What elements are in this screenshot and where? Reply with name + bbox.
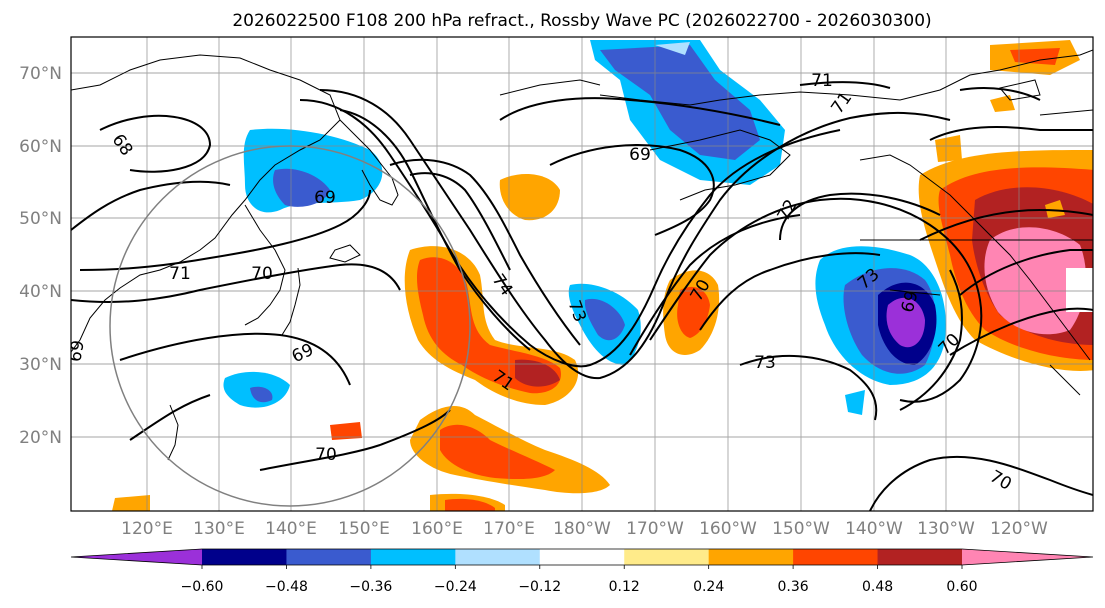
colorbar-tick-label: 0.12 — [609, 579, 640, 595]
colorbar-segment — [286, 549, 372, 565]
colorbar-segment — [202, 549, 287, 565]
reference-circle — [109, 145, 471, 507]
longitude-label: 150°E — [338, 519, 390, 539]
longitude-label: 120°W — [990, 519, 1048, 539]
map-title: 2026022500 F108 200 hPa refract., Rossby… — [232, 11, 931, 31]
colorbar-segment — [708, 549, 794, 565]
latitude-label: 70°N — [19, 64, 62, 84]
refractivity-contours — [71, 81, 1093, 511]
colorbar-segment — [539, 549, 625, 565]
longitude-label: 130°E — [193, 519, 245, 539]
colorbar-segment — [370, 549, 456, 565]
colorbar — [70, 548, 1094, 566]
contour-label: 69 — [65, 339, 88, 364]
colorbar-lower-arrow — [71, 549, 202, 565]
longitude-label: 140°E — [265, 519, 317, 539]
longitude-label: 150°W — [772, 519, 830, 539]
colorbar-tick-label: 0.60 — [946, 579, 977, 595]
colorbar-tick-label: 0.48 — [862, 579, 893, 595]
longitude-label: 160°E — [411, 519, 463, 539]
contour-label: 69 — [314, 188, 336, 208]
latitude-label: 20°N — [19, 428, 62, 448]
contour-label: 70 — [315, 445, 337, 465]
longitude-label: 140°W — [845, 519, 903, 539]
colorbar-tick-label: −0.48 — [265, 579, 308, 595]
colorbar-segment — [624, 549, 710, 565]
contour-label: 71 — [811, 71, 833, 91]
contour-label: 73 — [754, 353, 776, 373]
map-frame — [70, 36, 1094, 512]
contour-label: 70 — [251, 264, 273, 284]
latitude-label: 60°N — [19, 137, 62, 157]
colorbar-tick-label: −0.24 — [434, 579, 477, 595]
latitude-label: 50°N — [19, 209, 62, 229]
contour-label: 69 — [629, 145, 651, 165]
anomaly-shading — [112, 40, 1093, 511]
colorbar-tick-label: −0.36 — [349, 579, 392, 595]
longitude-labels: 120°E 130°E 140°E 150°E 160°E 170°E 180°W 170°W… — [121, 519, 1048, 539]
longitude-label: 170°W — [626, 519, 684, 539]
colorbar-tick-labels: −0.60 −0.48 −0.36 −0.24 −0.12 0.12 0.24 0.36 0.4… — [181, 565, 978, 595]
contour-label: 71 — [169, 264, 191, 284]
latitude-label: 30°N — [19, 355, 62, 375]
colorbar-segment — [793, 549, 879, 565]
colorbar-upper-arrow — [962, 549, 1093, 565]
longitude-label: 180°W — [553, 519, 611, 539]
latitude-labels: 70°N 60°N 50°N 40°N 30°N 20°N — [19, 64, 62, 448]
colorbar-tick-label: −0.60 — [181, 579, 224, 595]
longitude-label: 120°E — [121, 519, 173, 539]
colorbar-segment — [455, 549, 541, 565]
colorbar-tick-label: 0.36 — [778, 579, 809, 595]
longitude-label: 170°E — [483, 519, 535, 539]
colorbar-segment — [877, 549, 963, 565]
gridlines — [71, 37, 1093, 511]
coastlines — [71, 49, 1093, 461]
longitude-label: 160°W — [699, 519, 757, 539]
colorbar-tick-label: 0.24 — [693, 579, 724, 595]
latitude-label: 40°N — [19, 282, 62, 302]
longitude-label: 130°W — [917, 519, 975, 539]
colorbar-tick-label: −0.12 — [518, 579, 561, 595]
